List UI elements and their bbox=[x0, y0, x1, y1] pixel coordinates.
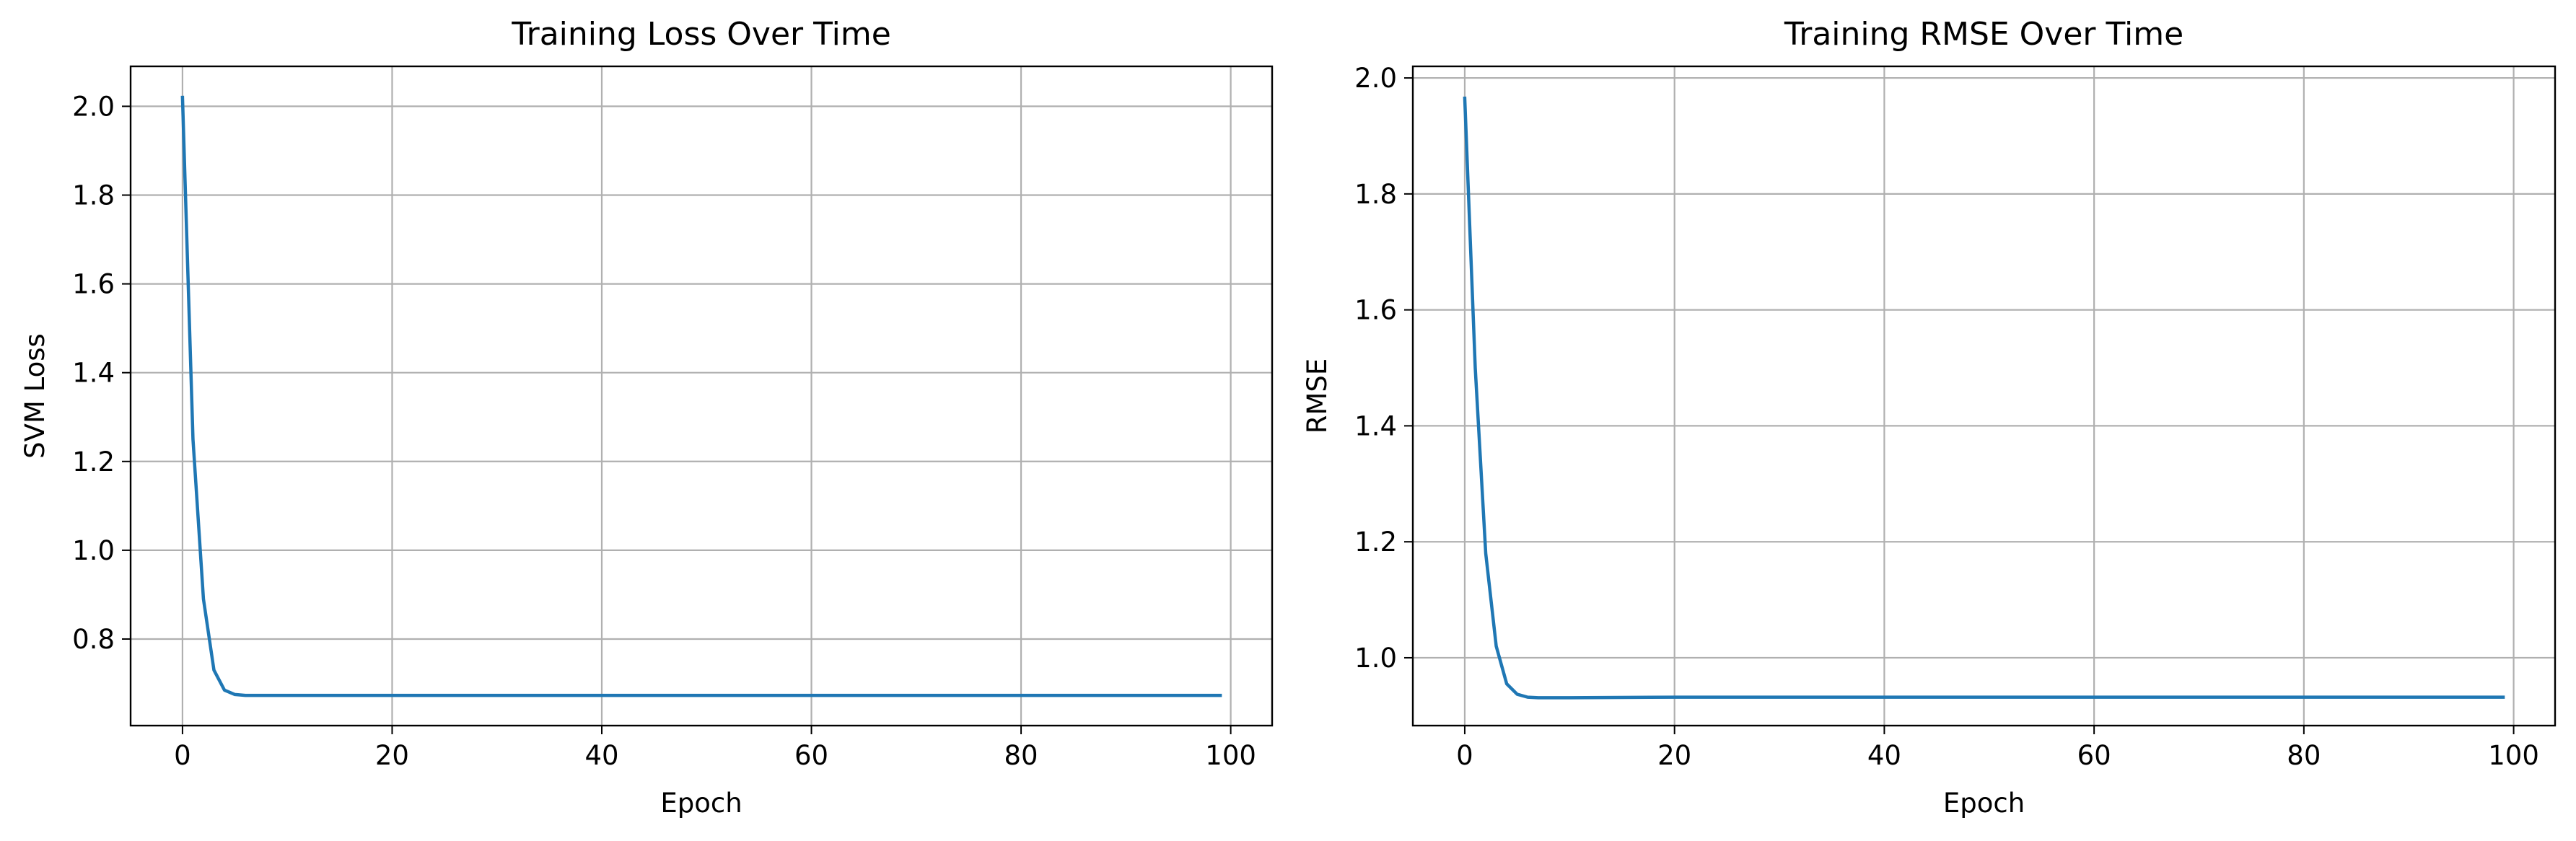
rmse-x-tick-label: 100 bbox=[2488, 740, 2539, 771]
loss-y-tick-label: 1.0 bbox=[72, 535, 115, 566]
loss-x-axis-label: Epoch bbox=[660, 788, 742, 819]
rmse-y-tick-label: 1.6 bbox=[1354, 295, 1397, 326]
rmse-x-tick-label: 40 bbox=[1867, 740, 1901, 771]
rmse-chart-title: Training RMSE Over Time bbox=[1784, 16, 2183, 53]
loss-x-tick-label: 40 bbox=[584, 740, 618, 771]
loss-y-tick-label: 1.6 bbox=[72, 269, 115, 300]
rmse-x-tick-label: 80 bbox=[2287, 740, 2321, 771]
loss-x-tick-label: 100 bbox=[1205, 740, 1256, 771]
rmse-line bbox=[1463, 96, 2505, 700]
loss-x-tick-label: 60 bbox=[794, 740, 828, 771]
loss-y-tick-label: 1.2 bbox=[72, 446, 115, 477]
rmse-chart: 0 20 40 60 80 100 1.0 1.2 1.4 1.6 1.8 2.0 Training … bbox=[1302, 16, 2557, 819]
rmse-y-tick-label: 1.8 bbox=[1354, 179, 1397, 210]
loss-x-tick-label: 80 bbox=[1004, 740, 1038, 771]
rmse-plot-frame bbox=[1411, 65, 2557, 727]
loss-line bbox=[180, 95, 1222, 697]
loss-x-tick-label: 0 bbox=[174, 740, 191, 771]
rmse-y-axis-label: RMSE bbox=[1302, 358, 1333, 434]
rmse-x-axis-label: Epoch bbox=[1943, 788, 2025, 819]
loss-y-tick-label: 1.8 bbox=[72, 180, 115, 211]
rmse-y-tick-label: 1.2 bbox=[1354, 527, 1397, 558]
loss-x-tick-label: 20 bbox=[375, 740, 409, 771]
loss-chart-title: Training Loss Over Time bbox=[511, 16, 891, 53]
rmse-x-tick-label: 60 bbox=[2077, 740, 2111, 771]
rmse-y-tick-label: 1.4 bbox=[1354, 410, 1397, 441]
rmse-y-tick-label: 1.0 bbox=[1354, 643, 1397, 674]
loss-plot-frame bbox=[129, 65, 1274, 727]
loss-chart: 0 20 40 60 80 100 0.8 1.0 1.2 1.4 1.6 1.8 2.0 Traini… bbox=[19, 16, 1274, 819]
rmse-ticks: 0 20 40 60 80 100 1.0 1.2 1.4 1.6 1.8 2.0 bbox=[1354, 63, 2539, 771]
rmse-x-tick-label: 20 bbox=[1657, 740, 1691, 771]
loss-ticks: 0 20 40 60 80 100 0.8 1.0 1.2 1.4 1.6 1.8 2.0 bbox=[72, 91, 1256, 771]
loss-y-axis-label: SVM Loss bbox=[19, 333, 51, 459]
rmse-x-tick-label: 0 bbox=[1456, 740, 1473, 771]
loss-y-tick-label: 2.0 bbox=[72, 91, 115, 122]
rmse-grid bbox=[1413, 66, 2555, 726]
loss-grid bbox=[131, 66, 1272, 726]
rmse-y-tick-label: 2.0 bbox=[1354, 63, 1397, 94]
loss-y-tick-label: 0.8 bbox=[72, 624, 115, 655]
loss-y-tick-label: 1.4 bbox=[72, 358, 115, 389]
